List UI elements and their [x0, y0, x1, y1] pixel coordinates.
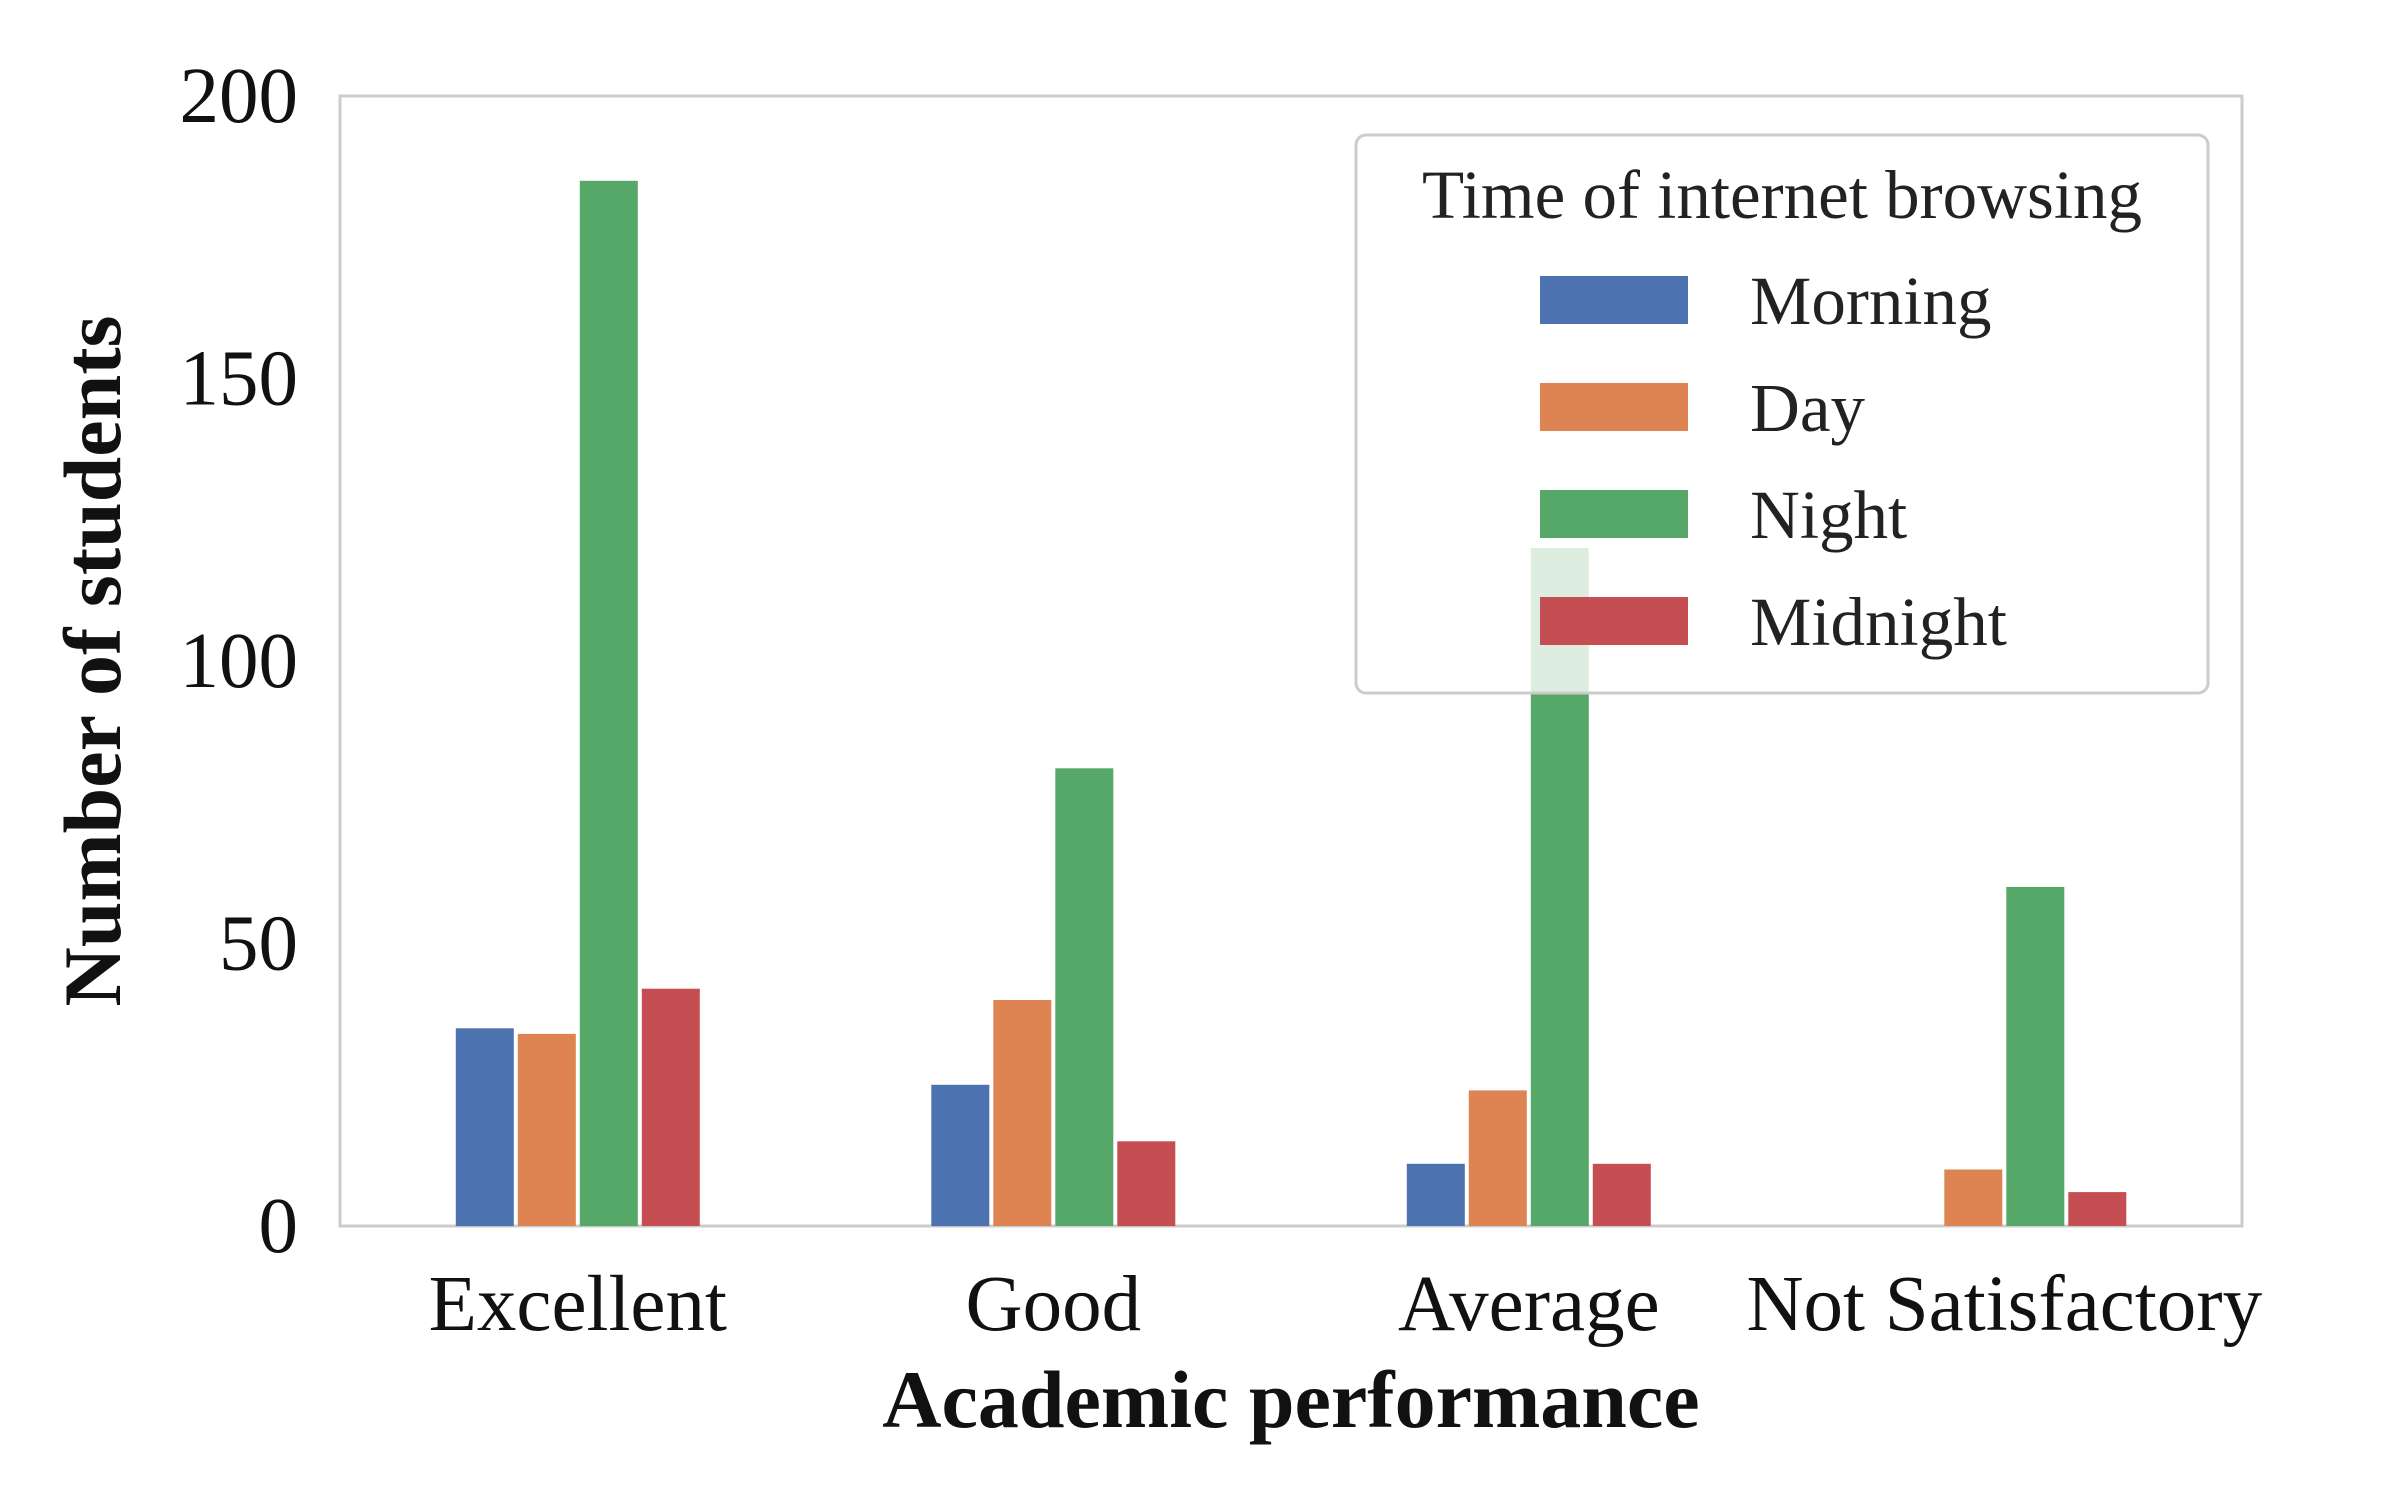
- legend-box: [1354, 133, 2210, 695]
- y-tick-label-150: 150: [180, 336, 299, 423]
- legend-title: Time of internet browsing: [1422, 157, 2142, 233]
- bar-good-night: [1055, 768, 1114, 1226]
- bar-excellent-midnight: [641, 988, 700, 1226]
- bar-excellent-day: [517, 1033, 576, 1226]
- legend-swatch-night: [1540, 490, 1688, 538]
- bar-good-midnight: [1117, 1141, 1176, 1227]
- bar-excellent-night: [579, 180, 638, 1227]
- bar-good-morning: [931, 1084, 990, 1227]
- bar-excellent-morning: [455, 1028, 514, 1227]
- legend-label-morning: Morning: [1750, 263, 1992, 339]
- y-tick-label-100: 100: [180, 618, 299, 705]
- y-axis-ticks: 0 50 100 150 200: [180, 53, 299, 1270]
- legend-label-night: Night: [1750, 477, 1907, 553]
- x-tick-label-excellent: Excellent: [429, 1261, 727, 1348]
- legend-swatch-midnight: [1540, 597, 1688, 645]
- legend-label-midnight: Midnight: [1750, 584, 2007, 660]
- y-axis-title: Number of students: [47, 316, 138, 1007]
- legend: Time of internet browsing Morning Day Nigh…: [1354, 133, 2210, 695]
- x-axis-ticks: Excellent Good Average Not Satisfactory: [429, 1261, 2263, 1348]
- y-tick-label-200: 200: [180, 53, 299, 140]
- bars-layer: [455, 180, 2127, 1227]
- y-tick-label-0: 0: [259, 1183, 299, 1270]
- x-tick-label-average: Average: [1398, 1261, 1660, 1348]
- legend-swatch-morning: [1540, 276, 1688, 324]
- legend-items: Morning Day Night Midnight: [1540, 263, 2007, 660]
- bar-average-day: [1468, 1090, 1527, 1226]
- bar-not-satisfactory-day: [1944, 1169, 2003, 1226]
- x-axis-title: Academic performance: [882, 1354, 1699, 1445]
- bar-good-day: [993, 1000, 1052, 1226]
- bar-average-morning: [1406, 1163, 1465, 1226]
- legend-label-day: Day: [1750, 370, 1865, 446]
- plot-area-frame: [338, 94, 2244, 1228]
- bar-not-satisfactory-night: [2006, 887, 2065, 1226]
- x-tick-label-not-satisfactory: Not Satisfactory: [1747, 1261, 2263, 1348]
- bar-average-midnight: [1592, 1163, 1651, 1226]
- bar-not-satisfactory-midnight: [2068, 1192, 2127, 1226]
- x-tick-label-good: Good: [966, 1261, 1142, 1348]
- y-tick-label-50: 50: [219, 901, 298, 988]
- legend-swatch-day: [1540, 383, 1688, 431]
